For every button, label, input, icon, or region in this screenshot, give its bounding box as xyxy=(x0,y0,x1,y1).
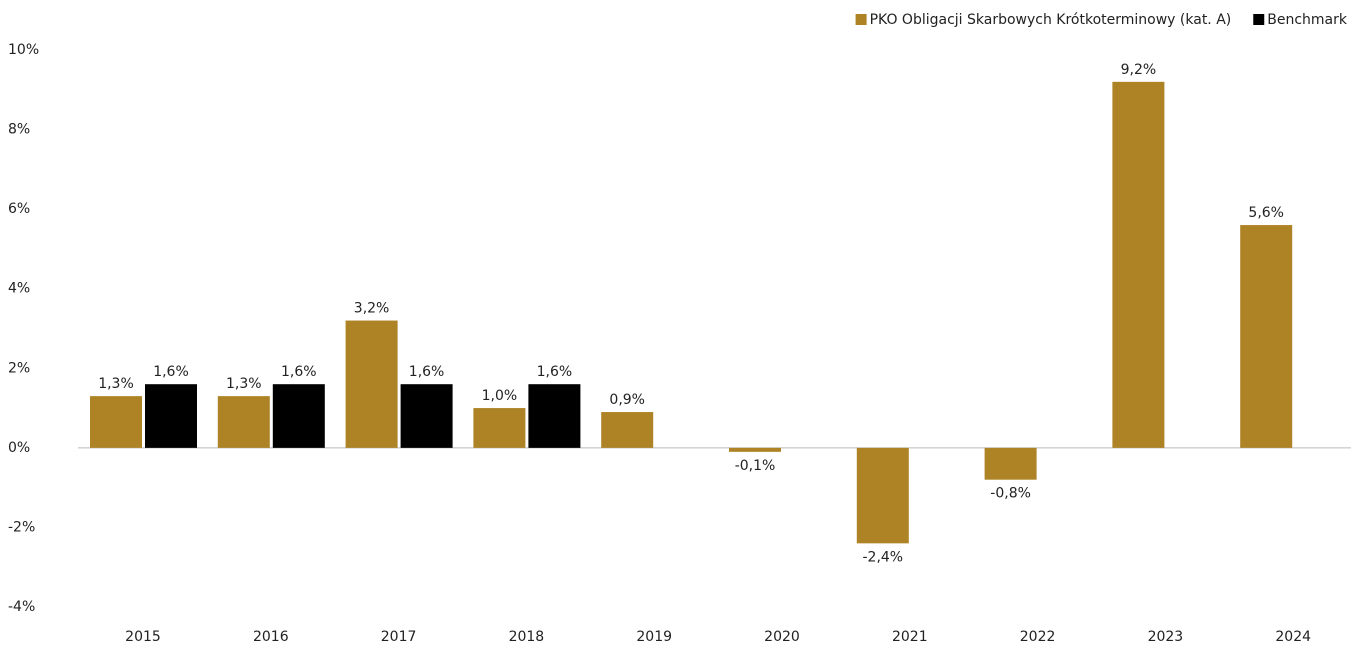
x-tick-label: 2016 xyxy=(253,629,289,645)
bar xyxy=(90,396,142,448)
value-label: 1,6% xyxy=(281,364,317,380)
value-label: 5,6% xyxy=(1248,205,1284,221)
y-tick-label: 2% xyxy=(8,360,30,376)
bar xyxy=(272,384,325,448)
value-label: 1,6% xyxy=(409,364,445,380)
legend-label: Benchmark xyxy=(1267,12,1348,28)
x-tick-label: 2019 xyxy=(636,629,672,645)
bar xyxy=(601,412,654,448)
value-label: 1,3% xyxy=(98,376,134,392)
x-tick-label: 2021 xyxy=(892,629,928,645)
x-tick-label: 2018 xyxy=(509,629,545,645)
x-tick-label: 2015 xyxy=(125,629,161,645)
x-tick-label: 2020 xyxy=(764,629,800,645)
bar xyxy=(473,408,526,448)
value-label: 9,2% xyxy=(1121,62,1157,78)
y-tick-label: 0% xyxy=(8,440,30,456)
value-label: 1,6% xyxy=(153,364,189,380)
value-label: -0,8% xyxy=(990,486,1031,502)
value-label: 3,2% xyxy=(354,301,390,317)
bar xyxy=(1240,225,1293,448)
y-tick-label: 4% xyxy=(8,281,30,297)
legend-swatch xyxy=(1253,14,1265,25)
x-tick-label: 2024 xyxy=(1275,629,1311,645)
value-label: 1,0% xyxy=(482,388,518,404)
y-tick-label: -4% xyxy=(8,599,35,615)
bar xyxy=(528,384,581,448)
value-label: 1,3% xyxy=(226,376,262,392)
bar xyxy=(345,320,398,448)
y-tick-label: 8% xyxy=(8,122,30,138)
bar xyxy=(145,384,197,448)
bar xyxy=(984,447,1037,480)
x-tick-label: 2022 xyxy=(1020,629,1056,645)
value-label: -0,1% xyxy=(735,458,776,474)
y-tick-label: 6% xyxy=(8,201,30,217)
x-tick-label: 2023 xyxy=(1148,629,1184,645)
y-tick-label: 10% xyxy=(8,42,39,58)
legend-label: PKO Obligacji Skarbowych Krótkoterminowy… xyxy=(870,12,1232,28)
bar xyxy=(856,447,909,544)
x-tick-label: 2017 xyxy=(381,629,417,645)
value-label: -2,4% xyxy=(862,549,903,565)
bar xyxy=(1112,81,1165,448)
value-label: 0,9% xyxy=(609,392,645,408)
bar xyxy=(400,384,453,448)
value-label: 1,6% xyxy=(537,364,573,380)
bar xyxy=(217,396,270,448)
legend-swatch xyxy=(855,14,867,25)
bar xyxy=(729,447,781,452)
y-tick-label: -2% xyxy=(8,519,35,535)
